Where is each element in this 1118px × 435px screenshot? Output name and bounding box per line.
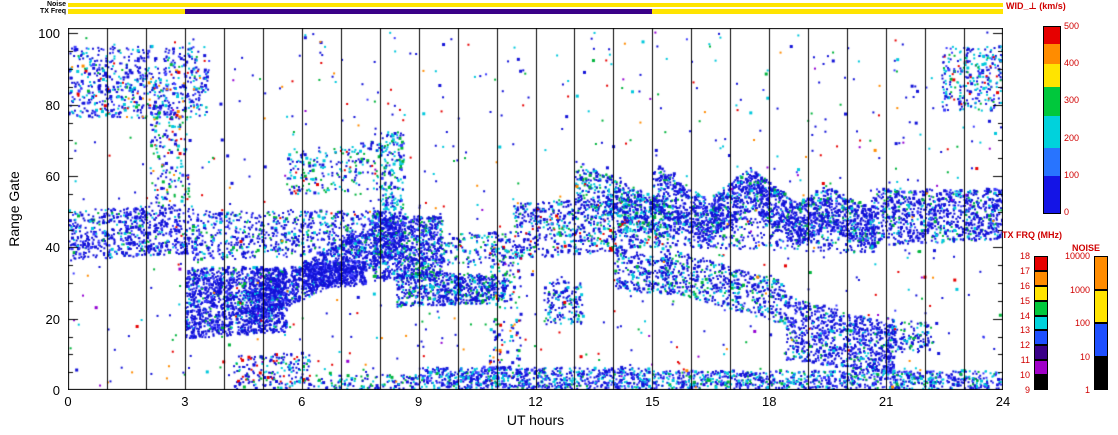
status-bar-segment	[184, 9, 653, 14]
wid-colorbar-segment	[1044, 43, 1060, 65]
status-bar-segment	[68, 9, 185, 14]
txfreq-bar-label: TX Freq	[39, 8, 66, 15]
txfrq-tick-label: 18	[1019, 251, 1030, 261]
txfrq-colorbar-block	[1034, 330, 1048, 346]
txfrq-colorbar-block	[1034, 300, 1048, 316]
wid-colorbar-segment	[1044, 27, 1060, 44]
x-axis-title: UT hours	[506, 412, 565, 428]
noise-tick-label: 10	[1079, 351, 1090, 362]
txfrq-tick-label: 15	[1019, 295, 1030, 306]
noise-colorbar-title: NOISE	[1072, 243, 1101, 253]
wid-tick-label: 0	[1064, 207, 1070, 217]
noise-colorbar-block	[1094, 323, 1108, 357]
txfrq-tick-label: 9	[1024, 385, 1030, 395]
noise-colorbar-block	[1094, 289, 1108, 323]
wid-colorbar-segment	[1044, 116, 1060, 148]
txfrq-colorbar-block	[1034, 345, 1048, 361]
wid-colorbar	[1043, 26, 1061, 214]
txfrq-colorbar-block	[1034, 375, 1048, 390]
txfrq-tick-label: 13	[1019, 325, 1030, 336]
x-tick-label: 3	[181, 394, 189, 409]
txfrq-colorbar-block	[1034, 285, 1048, 301]
wid-colorbar-segment	[1044, 64, 1060, 87]
txfrq-colorbar-block	[1034, 270, 1048, 286]
noise-colorbar-block	[1094, 356, 1108, 390]
y-tick-label: 80	[45, 97, 60, 113]
x-tick-label: 12	[528, 394, 543, 409]
noise-status-bar	[68, 3, 1003, 7]
txfrq-colorbar-title: TX FRQ (MHz)	[1002, 230, 1062, 240]
x-tick-label: 0	[64, 394, 72, 409]
noise-tick-label: 100	[1074, 318, 1090, 328]
wid-tick-label: 400	[1064, 58, 1080, 69]
y-axis-title: Range Gate	[6, 171, 22, 247]
wid-tick-label: 300	[1064, 95, 1080, 106]
status-bar-segment	[68, 3, 1003, 7]
txfrq-tick-label: 16	[1019, 280, 1030, 291]
x-tick-label: 9	[415, 394, 423, 409]
wid-tick-label: 100	[1064, 169, 1080, 180]
noise-tick-label: 1000	[1069, 284, 1090, 295]
wid-colorbar-title: WID_⊥ (km/s)	[1006, 1, 1066, 11]
txfrq-tick-label: 17	[1019, 265, 1030, 276]
wid-tick-label: 200	[1064, 132, 1080, 143]
txfreq-status-bar	[68, 9, 1003, 14]
noise-tick-label: 1	[1084, 385, 1090, 395]
txfrq-tick-label: 10	[1019, 370, 1030, 381]
wid-colorbar-segment	[1044, 147, 1060, 176]
y-tick-label: 100	[38, 26, 60, 42]
x-tick-label: 6	[298, 394, 306, 409]
txfrq-colorbar-block	[1034, 360, 1048, 376]
x-tick-label: 21	[878, 394, 894, 409]
noise-colorbar-block	[1094, 256, 1108, 290]
txfrq-tick-label: 11	[1020, 355, 1030, 366]
y-tick-label: 60	[45, 169, 60, 184]
x-tick-label: 18	[762, 394, 777, 409]
txfrq-colorbar-block	[1034, 315, 1048, 331]
noise-tick-label: 10000	[1064, 251, 1090, 261]
txfrq-colorbar-block	[1034, 256, 1048, 271]
noise-bar-label: Noise	[46, 1, 66, 8]
y-tick-label: 40	[45, 240, 60, 256]
status-bar-segment	[652, 9, 1003, 14]
wid-tick-label: 500	[1064, 21, 1080, 31]
txfrq-tick-label: 12	[1019, 340, 1030, 351]
y-tick-label: 20	[45, 311, 60, 327]
wid-colorbar-segment	[1044, 175, 1060, 213]
x-tick-label: 24	[995, 394, 1011, 409]
txfrq-tick-label: 14	[1019, 310, 1030, 321]
y-tick-label: 0	[52, 383, 60, 398]
x-tick-label: 15	[645, 394, 660, 409]
scatter-plot-canvas	[68, 28, 1003, 390]
wid-colorbar-segment	[1044, 86, 1060, 117]
